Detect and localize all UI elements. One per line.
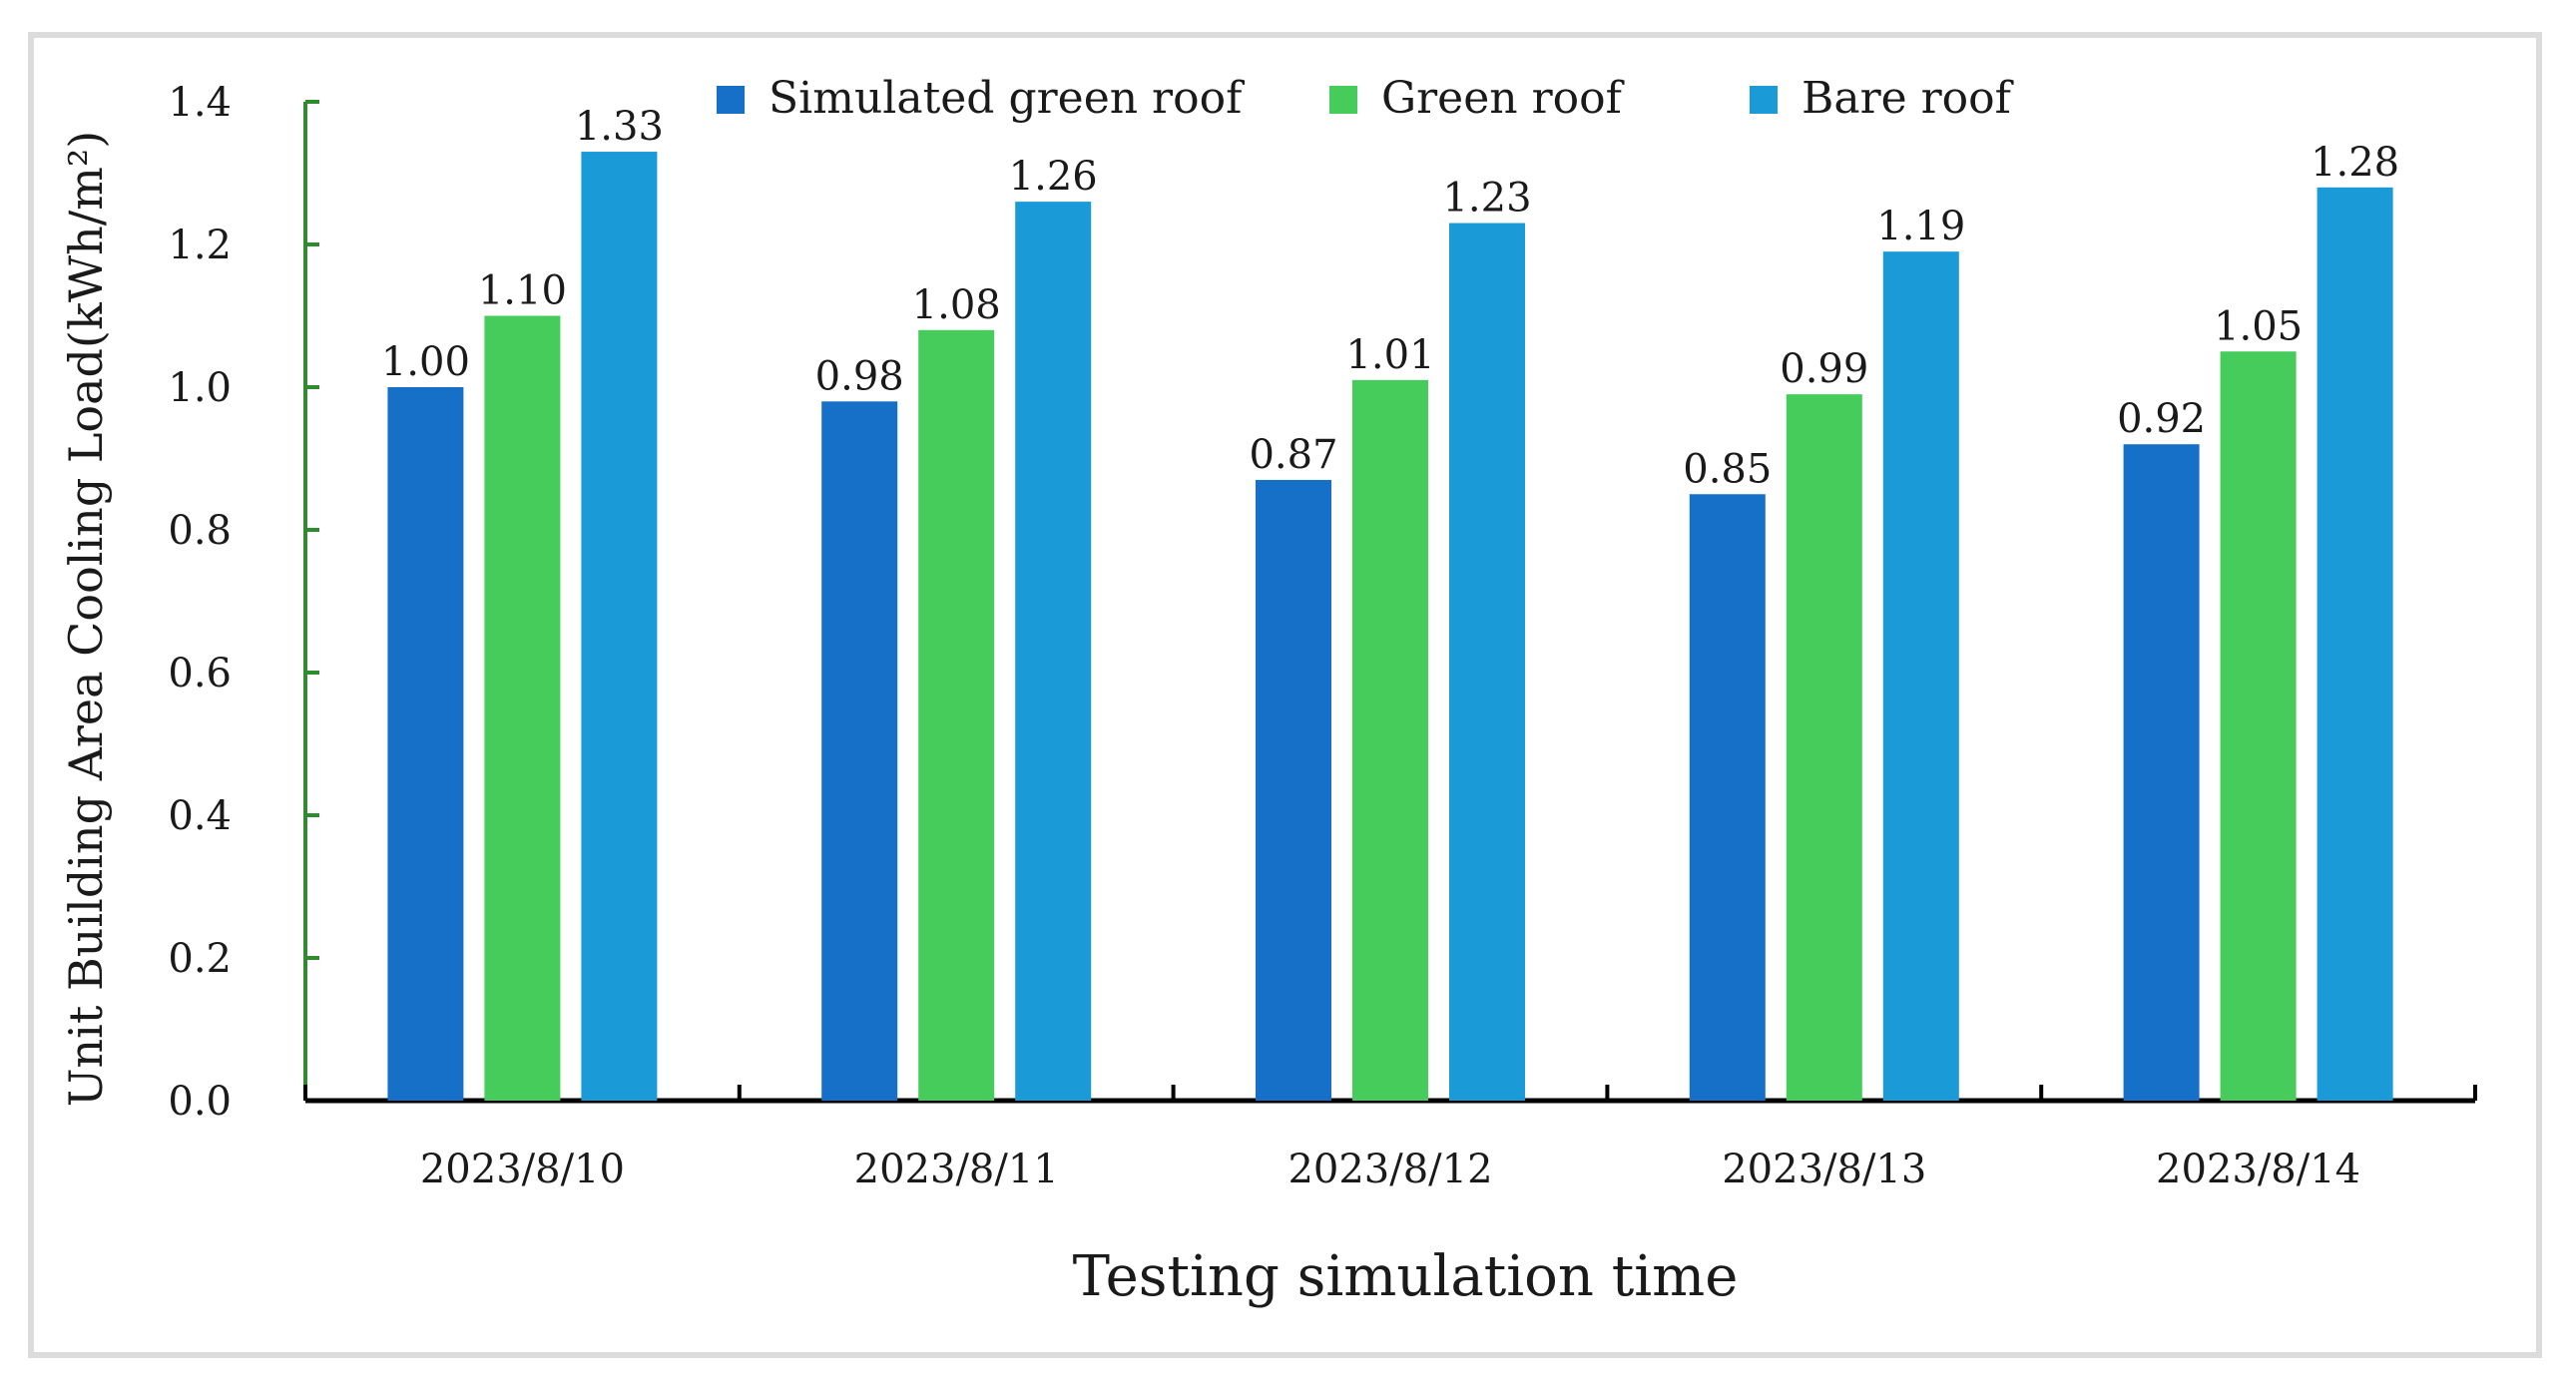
data-label: 1.00 bbox=[381, 339, 470, 385]
data-label: 0.98 bbox=[815, 353, 904, 399]
y-tick-label: 0.8 bbox=[168, 508, 232, 554]
legend-item: Green roof bbox=[1329, 73, 1625, 124]
data-label: 1.05 bbox=[2214, 303, 2303, 349]
y-tick-label: 0.0 bbox=[168, 1079, 232, 1125]
legend-swatch bbox=[717, 86, 745, 114]
y-tick-label: 1.2 bbox=[168, 223, 232, 268]
y-tick-label: 0.4 bbox=[168, 793, 232, 839]
legend-item: Bare roof bbox=[1750, 73, 2014, 124]
x-tick-label: 2023/8/12 bbox=[1288, 1147, 1492, 1192]
legend: Simulated green roof Green roof Bare roof bbox=[717, 73, 2014, 124]
data-label: 1.33 bbox=[575, 104, 664, 150]
x-tick-label: 2023/8/10 bbox=[420, 1147, 625, 1192]
bar bbox=[1786, 394, 1862, 1101]
y-tick-label: 1.4 bbox=[168, 80, 232, 126]
data-label: 1.23 bbox=[1442, 176, 1531, 222]
bar bbox=[1449, 223, 1525, 1102]
data-label: 1.10 bbox=[478, 268, 567, 314]
bar bbox=[1689, 494, 1766, 1101]
data-label: 1.19 bbox=[1876, 204, 1965, 249]
x-tick-label: 2023/8/13 bbox=[1722, 1147, 1926, 1192]
data-label: 0.87 bbox=[1249, 432, 1337, 478]
legend-label: Bare roof bbox=[1802, 73, 2014, 124]
y-axis-title: Unit Building Area Cooling Load(kWh/m²) bbox=[59, 131, 113, 1107]
legend-label: Simulated green roof bbox=[769, 73, 1245, 124]
bar bbox=[2220, 351, 2297, 1101]
bar bbox=[387, 387, 464, 1101]
data-label: 1.08 bbox=[912, 282, 1001, 328]
bar bbox=[918, 329, 995, 1101]
bar bbox=[2317, 187, 2393, 1102]
data-label: 0.92 bbox=[2117, 396, 2206, 442]
legend-swatch bbox=[1329, 86, 1357, 114]
bar bbox=[2123, 444, 2200, 1101]
data-label: 1.26 bbox=[1009, 154, 1098, 200]
bar bbox=[1352, 379, 1428, 1102]
bar bbox=[1882, 251, 1959, 1101]
bar bbox=[1256, 479, 1331, 1101]
legend-label: Green roof bbox=[1381, 73, 1625, 124]
bar bbox=[484, 315, 561, 1101]
x-tick-label: 2023/8/14 bbox=[2156, 1147, 2360, 1192]
data-label: 1.28 bbox=[2311, 140, 2399, 186]
data-label: 1.01 bbox=[1345, 332, 1434, 378]
y-axis: 0.0 0.2 0.4 0.6 0.8 1.0 1.2 1.4 bbox=[168, 80, 319, 1125]
data-label: 0.85 bbox=[1683, 446, 1772, 492]
x-axis: 2023/8/10 2023/8/11 2023/8/12 2023/8/13 2023… bbox=[303, 1085, 2477, 1192]
bar bbox=[1015, 202, 1092, 1102]
x-axis-title: Testing simulation time bbox=[1073, 1244, 1739, 1309]
y-tick-label: 0.6 bbox=[168, 651, 232, 697]
bar bbox=[821, 401, 898, 1101]
bars: 1.00 0.98 0.87 0.85 0.92 1.10 1.08 1.01 0.99 1.05… bbox=[381, 104, 2399, 1102]
data-label: 0.99 bbox=[1780, 346, 1868, 392]
bar bbox=[581, 152, 658, 1102]
x-tick-label: 2023/8/11 bbox=[854, 1147, 1059, 1192]
y-tick-label: 0.2 bbox=[168, 936, 232, 982]
y-tick-label: 1.0 bbox=[168, 365, 232, 411]
legend-item: Simulated green roof bbox=[717, 73, 1245, 124]
legend-swatch bbox=[1750, 86, 1778, 114]
